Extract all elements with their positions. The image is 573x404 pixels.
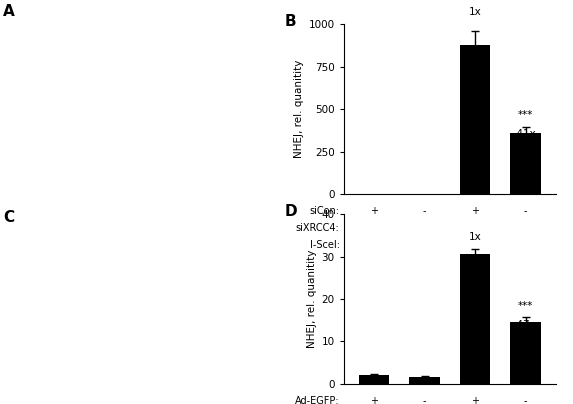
Text: -: - xyxy=(423,396,426,404)
Bar xyxy=(511,322,541,384)
Text: -: - xyxy=(372,240,376,250)
Text: siXRCC4:: siXRCC4: xyxy=(296,223,340,233)
Text: +: + xyxy=(521,223,529,233)
Text: D: D xyxy=(284,204,297,219)
Text: +: + xyxy=(521,240,529,250)
Text: +: + xyxy=(471,206,479,216)
Text: A: A xyxy=(3,4,15,19)
Text: Ad-EGFP:: Ad-EGFP: xyxy=(295,396,340,404)
Text: ***: *** xyxy=(518,110,533,120)
Text: +: + xyxy=(471,396,479,404)
Text: -: - xyxy=(423,240,426,250)
Bar xyxy=(460,44,490,194)
Text: -: - xyxy=(524,396,527,404)
Text: 1x: 1x xyxy=(469,6,481,17)
Text: 1x: 1x xyxy=(469,231,481,242)
Text: I-SceI:: I-SceI: xyxy=(309,240,340,250)
Text: siCon:: siCon: xyxy=(309,206,340,216)
Text: -: - xyxy=(372,223,376,233)
Text: +: + xyxy=(370,206,378,216)
Text: .47x: .47x xyxy=(514,320,537,330)
Bar xyxy=(460,255,490,384)
Text: -: - xyxy=(524,206,527,216)
Text: +: + xyxy=(471,240,479,250)
Text: +: + xyxy=(370,396,378,404)
Y-axis label: NHEJ, rel. quanitity: NHEJ, rel. quanitity xyxy=(295,60,304,158)
Text: .41x: .41x xyxy=(514,128,537,139)
Text: -: - xyxy=(473,223,477,233)
Text: +: + xyxy=(421,223,429,233)
Bar xyxy=(511,133,541,194)
Bar xyxy=(410,377,439,384)
Text: ***: *** xyxy=(518,301,533,311)
Bar xyxy=(359,375,389,384)
Text: C: C xyxy=(3,210,14,225)
Text: B: B xyxy=(284,14,296,29)
Y-axis label: NHEJ, rel. quanitity: NHEJ, rel. quanitity xyxy=(308,250,317,348)
Text: -: - xyxy=(423,206,426,216)
